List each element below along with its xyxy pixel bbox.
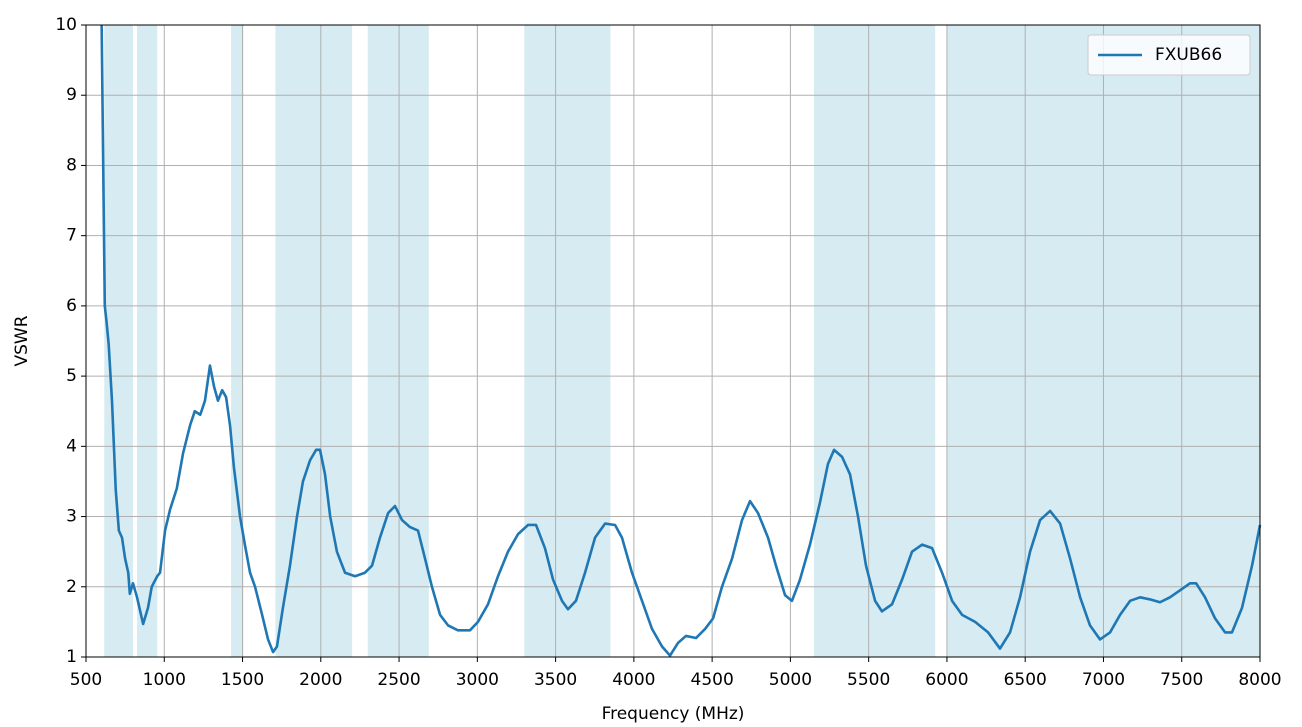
x-tick-label: 5500 (847, 670, 890, 690)
shaded-band (524, 25, 611, 657)
x-tick-label: 1000 (143, 670, 186, 690)
legend-label: FXUB66 (1155, 45, 1222, 65)
y-tick-label: 10 (55, 15, 77, 35)
shaded-band (231, 25, 244, 657)
x-tick-label: 4500 (691, 670, 734, 690)
plot-frame (85, 24, 1261, 658)
y-tick-label: 4 (66, 436, 77, 456)
x-tick-label: 3500 (534, 670, 577, 690)
x-tick-label: 500 (70, 670, 102, 690)
shaded-band (367, 25, 429, 657)
x-tick-label: 5000 (769, 670, 812, 690)
y-tick-label: 7 (66, 226, 77, 246)
data-line (100, 24, 1262, 657)
y-tick-label: 8 (66, 155, 77, 175)
shaded-band (813, 25, 936, 657)
x-tick-label: 3000 (456, 670, 499, 690)
y-tick-label: 3 (66, 507, 77, 527)
y-tick-label: 9 (66, 85, 77, 105)
shaded-band (137, 25, 158, 657)
legend-box (1087, 34, 1251, 76)
x-axis-label: Frequency (MHz) (602, 704, 745, 724)
x-tick-label: 6000 (925, 670, 968, 690)
x-tick-label: 8000 (1238, 670, 1281, 690)
shaded-band (275, 25, 353, 657)
x-tick-label: 2500 (377, 670, 420, 690)
x-tick-label: 2000 (299, 670, 342, 690)
y-tick-label: 5 (66, 366, 77, 386)
y-axis-label: VSWR (12, 315, 32, 366)
x-tick-label: 7500 (1160, 670, 1203, 690)
x-tick-label: 4000 (612, 670, 655, 690)
x-tick-label: 1500 (221, 670, 264, 690)
x-tick-label: 7000 (1082, 670, 1125, 690)
y-tick-label: 6 (66, 296, 77, 316)
y-tick-label: 2 (66, 577, 77, 597)
x-tick-label: 6500 (1004, 670, 1047, 690)
y-tick-label: 1 (66, 647, 77, 667)
